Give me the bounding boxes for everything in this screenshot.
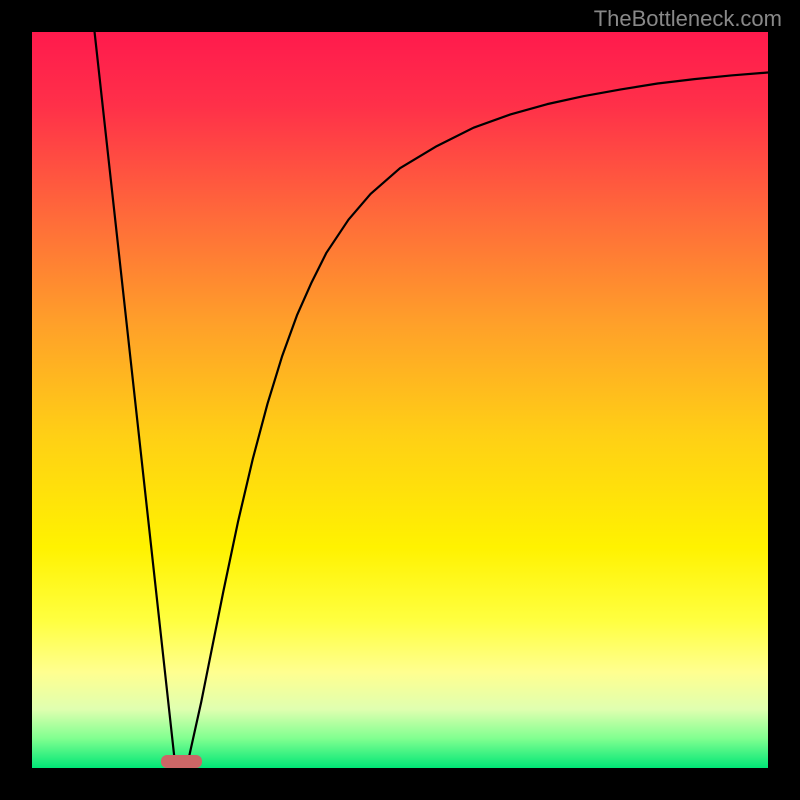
right-curve bbox=[187, 72, 768, 768]
watermark-text: TheBottleneck.com bbox=[594, 6, 782, 32]
chart-container: TheBottleneck.com bbox=[0, 0, 800, 800]
curves-svg bbox=[32, 32, 768, 768]
plot-area bbox=[32, 32, 768, 768]
bottleneck-marker bbox=[161, 755, 201, 768]
left-line bbox=[95, 32, 176, 768]
